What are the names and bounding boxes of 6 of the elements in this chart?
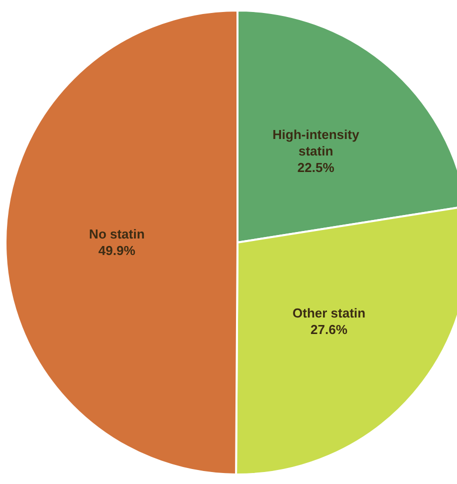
data-label: 27.6% <box>310 322 348 337</box>
data-label: 49.9% <box>98 242 136 258</box>
data-label: 22.5% <box>297 160 335 175</box>
slice-label: High-intensity statin <box>272 126 360 158</box>
slice-label: No statin <box>89 226 145 242</box>
slice-label: Other statin <box>292 305 366 320</box>
